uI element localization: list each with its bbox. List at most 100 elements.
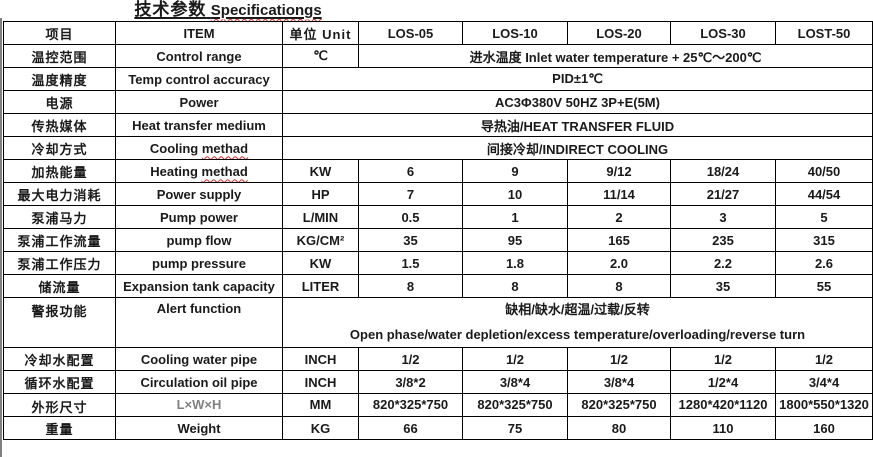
row-value: 820*325*750 (358, 393, 463, 417)
row-label-zh: 冷却方式 (3, 136, 116, 160)
row-label-zh: 储流量 (3, 274, 116, 298)
row-value: 10 (462, 182, 568, 206)
header-model-los-10: LOS-10 (462, 21, 568, 45)
row-merged-value: 缺相/缺水/超温/过载/反转 Open phase/water depletio… (282, 297, 873, 348)
row-label-en-prefix: Cooling (149, 140, 202, 156)
row-label-zh: 警报功能 (3, 297, 116, 348)
row-unit: L/MIN (282, 205, 359, 229)
row-label-zh: 泵浦工作流量 (3, 228, 116, 252)
row-unit: INCH (282, 347, 359, 371)
row-label-en: pump pressure (115, 251, 283, 275)
row-value: 1/2 (358, 347, 463, 371)
row-label-zh: 外形尺寸 (3, 393, 116, 417)
page-title: 技术参数 Specificationgs (0, 0, 456, 21)
row-unit: KW (282, 159, 359, 183)
row-label-en: Power (115, 90, 283, 114)
row-value: 820*325*750 (462, 393, 568, 417)
row-label-zh: 温度精度 (3, 67, 116, 91)
row-max-power-consumption: 最大电力消耗 Power supply HP 7 10 11/14 21/27 … (3, 182, 873, 206)
row-merged-value: 导热油/HEAT TRANSFER FLUID (282, 113, 873, 137)
row-value: 3/4*4 (775, 370, 873, 394)
header-item-en: ITEM (115, 21, 283, 45)
row-value: 1800*550*1320 (775, 393, 873, 417)
row-value: 1280*420*1120 (670, 393, 776, 417)
row-label-en: Cooling methad (115, 136, 283, 160)
header-model-los-20: LOS-20 (567, 21, 671, 45)
row-value: 1/2*4 (670, 370, 776, 394)
row-value: 11/14 (567, 182, 671, 206)
row-value: 18/24 (670, 159, 776, 183)
row-unit: KG (282, 416, 359, 440)
row-unit: ℃ (282, 44, 359, 68)
row-value: 9 (462, 159, 568, 183)
row-pump-power: 泵浦马力 Pump power L/MIN 0.5 1 2 3 5 (3, 205, 873, 229)
row-label-en: Temp control accuracy (115, 67, 283, 91)
row-label-en: Pump power (115, 205, 283, 229)
row-cooling-water-pipe: 冷却水配置 Cooling water pipe INCH 1/2 1/2 1/… (3, 347, 873, 371)
specifications-table: 项目 ITEM 单位 Unit LOS-05 LOS-10 LOS-20 LOS… (3, 21, 873, 440)
row-label-en: Control range (115, 44, 283, 68)
row-pump-pressure: 泵浦工作压力 pump pressure KW 1.5 1.8 2.0 2.2 … (3, 251, 873, 275)
row-label-zh: 泵浦工作压力 (3, 251, 116, 275)
row-label-en: L×W×H (115, 393, 283, 417)
row-value: 7 (358, 182, 463, 206)
row-merged-value: 进水温度 Inlet water temperature + 25℃～200℃ (358, 44, 873, 68)
row-value: 40/50 (775, 159, 873, 183)
row-label-zh: 最大电力消耗 (3, 182, 116, 206)
row-pump-flow: 泵浦工作流量 pump flow KG/CM² 35 95 165 235 31… (3, 228, 873, 252)
row-value: 95 (462, 228, 568, 252)
header-row: 项目 ITEM 单位 Unit LOS-05 LOS-10 LOS-20 LOS… (3, 21, 873, 45)
row-value: 44/54 (775, 182, 873, 206)
row-value: 55 (775, 274, 873, 298)
row-merged-value: PID±1℃ (282, 67, 873, 91)
row-value: 160 (775, 416, 873, 440)
row-value: 3/8*2 (358, 370, 463, 394)
row-value: 3 (670, 205, 776, 229)
row-value: 1.8 (462, 251, 568, 275)
row-value: 5 (775, 205, 873, 229)
row-value: 80 (567, 416, 671, 440)
header-unit: 单位 Unit (282, 21, 359, 45)
alert-line-en: Open phase/water depletion/excess temper… (349, 327, 806, 342)
row-value: 8 (462, 274, 568, 298)
row-value: 6 (358, 159, 463, 183)
header-model-los-30: LOS-30 (670, 21, 776, 45)
alert-line-zh: 缺相/缺水/超温/过载/反转 (505, 302, 650, 317)
page-title-zh: 技术参数 (134, 0, 207, 19)
row-unit: KG/CM² (282, 228, 359, 252)
row-value: 35 (358, 228, 463, 252)
row-control-range: 温控范围 Control range ℃ 进水温度 Inlet water te… (3, 44, 873, 68)
row-value: 3/8*4 (567, 370, 671, 394)
row-unit: MM (282, 393, 359, 417)
row-value: 1 (462, 205, 568, 229)
row-power: 电源 Power AC3Φ380V 50HZ 3P+E(5M) (3, 90, 873, 114)
row-heat-transfer-medium: 传热媒体 Heat transfer medium 导热油/HEAT TRANS… (3, 113, 873, 137)
row-cooling-method: 冷却方式 Cooling methad 间接冷却/INDIRECT COOLIN… (3, 136, 873, 160)
row-value: 0.5 (358, 205, 463, 229)
row-label-en: Expansion tank capacity (115, 274, 283, 298)
row-value: 1/2 (462, 347, 568, 371)
row-label-en: Power supply (115, 182, 283, 206)
row-value: 110 (670, 416, 776, 440)
row-expansion-tank-capacity: 储流量 Expansion tank capacity LITER 8 8 8 … (3, 274, 873, 298)
row-value: 35 (670, 274, 776, 298)
row-value: 9/12 (567, 159, 671, 183)
page-title-en-misspelled: Specificationgs (210, 2, 322, 19)
row-label-zh: 加热能量 (3, 159, 116, 183)
row-label-en: Circulation oil pipe (115, 370, 283, 394)
row-label-en: Alert function (115, 297, 283, 348)
row-value: 8 (358, 274, 463, 298)
row-circulation-oil-pipe: 循环水配置 Circulation oil pipe INCH 3/8*2 3/… (3, 370, 873, 394)
row-label-zh: 温控范围 (3, 44, 116, 68)
row-label-zh: 重量 (3, 416, 116, 440)
row-merged-value: AC3Φ380V 50HZ 3P+E(5M) (282, 90, 873, 114)
row-unit: KW (282, 251, 359, 275)
row-value: 2 (567, 205, 671, 229)
row-outer-dimensions: 外形尺寸 L×W×H MM 820*325*750 820*325*750 82… (3, 393, 873, 417)
row-weight: 重量 Weight KG 66 75 80 110 160 (3, 416, 873, 440)
row-value: 2.0 (567, 251, 671, 275)
row-value: 165 (567, 228, 671, 252)
row-label-en-misspelled: methad (201, 140, 249, 156)
row-label-zh: 泵浦马力 (3, 205, 116, 229)
row-value: 2.2 (670, 251, 776, 275)
